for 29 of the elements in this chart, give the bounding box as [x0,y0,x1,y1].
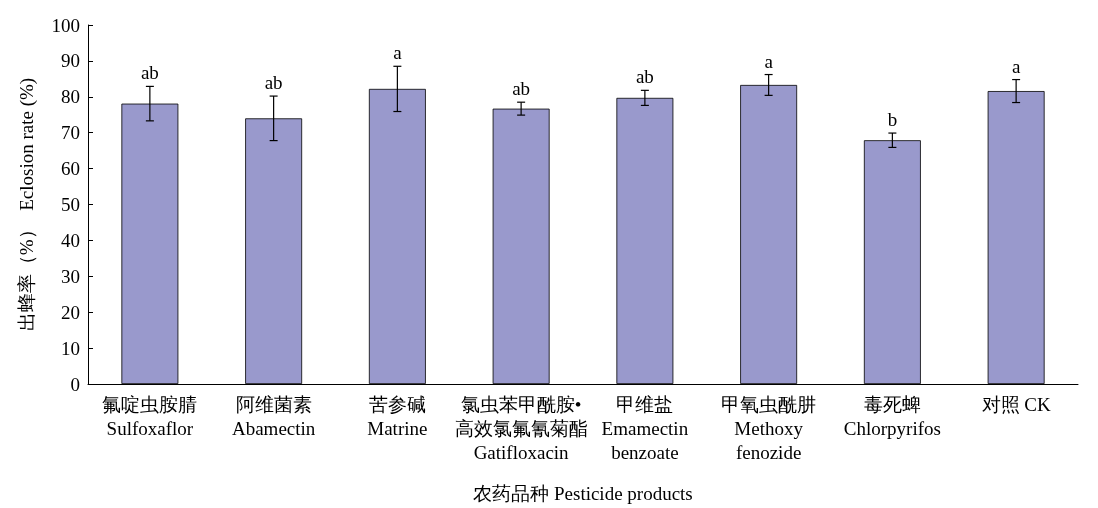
x-tick-label: 氯虫苯甲酰胺• 高效氯氟氰菊酯 Gatifloxacin [454,393,588,463]
x-tick-label: 苦参碱 Matrine [367,393,428,439]
data-label: a [1011,55,1021,77]
y-tick-label: 0 [70,373,80,395]
x-tick-label: 甲维盐 Emamectin benzoate [601,393,689,463]
y-tick-label: 30 [61,265,80,287]
data-label: ab [512,78,531,100]
data-label: ab [264,72,283,94]
y-tick-label: 60 [61,158,80,180]
x-tick-label: 氟啶虫胺腈 Sulfoxaflor [102,393,198,439]
y-tick-label: 40 [61,229,80,251]
data-label: ab [140,62,159,84]
y-tick-label: 90 [61,50,80,72]
data-label: ab [635,66,654,88]
x-tick-label: 甲氧虫酰肼 Methoxy fenozide [721,393,817,463]
data-label: a [393,42,403,64]
y-tick-label: 10 [61,337,80,359]
x-axis-title: 农药品种 Pesticide products [473,483,693,504]
x-tick-label: 阿维菌素 Abamectin [231,393,316,439]
y-tick-label: 20 [61,301,80,323]
x-tick-label: 对照 CK [981,393,1051,415]
data-label: b [887,109,898,131]
y-tick-label: 100 [51,14,80,36]
y-axis-title: 出蜂率（%） Eclosion rate (%) [16,77,38,332]
y-tick-label: 80 [61,86,80,108]
x-tick-label: 毒死蜱 Chlorpyrifos [843,393,941,439]
y-tick-label: 70 [61,122,80,144]
data-label: a [764,50,774,72]
y-tick-label: 50 [61,194,80,215]
